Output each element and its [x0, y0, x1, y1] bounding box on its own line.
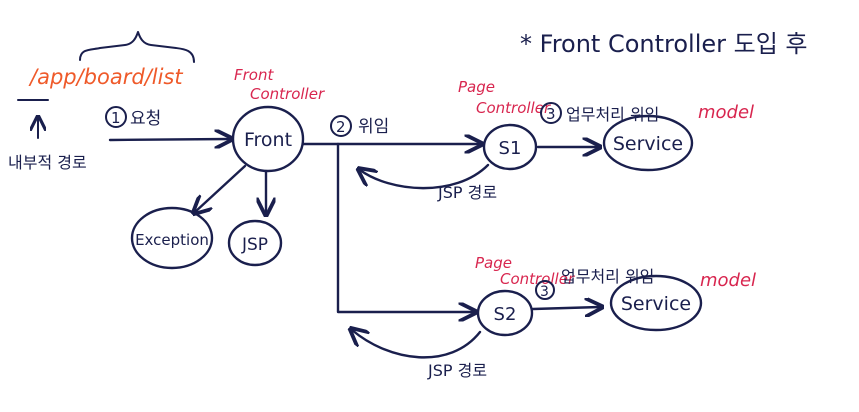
- jsp-return-arrow-2: [352, 330, 482, 359]
- step2-badge: [330, 115, 352, 137]
- jsp-path-1: JSP 경로: [437, 183, 497, 202]
- s1-node: [482, 123, 538, 171]
- jsp-return-arrow-1: [360, 163, 490, 190]
- front-to-s2-arrow: [336, 142, 474, 312]
- front-to-exception-arrow: [195, 164, 247, 212]
- step3b-number: 3: [540, 284, 549, 300]
- front-node: [231, 105, 305, 173]
- exception-node: [130, 206, 214, 270]
- page-controller-1-line2: Controller: [476, 99, 551, 117]
- front-node-label: Front: [244, 129, 292, 151]
- s2-to-service-arrow: [531, 307, 600, 309]
- url-brace: [79, 31, 195, 63]
- front-controller-label-line2: Controller: [250, 85, 325, 103]
- step2-label: 위임: [358, 117, 389, 137]
- s2-node-label: S2: [494, 304, 517, 325]
- service2-node-label: Service: [621, 293, 691, 315]
- step3a-badge: [540, 102, 562, 124]
- service1-node-label: Service: [613, 133, 683, 155]
- jsp-node: [227, 219, 283, 267]
- model2-label: model: [700, 270, 756, 291]
- s2-node: [476, 289, 534, 337]
- step1-badge: [105, 106, 127, 128]
- step3a-number: 3: [546, 105, 556, 123]
- page-controller-1-line1: Page: [458, 78, 495, 96]
- page-controller-2-line1: Page: [475, 254, 512, 272]
- step3a-label: 업무처리 위임: [566, 105, 659, 124]
- model1-label: model: [698, 102, 754, 123]
- jsp-path-2: JSP 경로: [427, 361, 487, 380]
- s1-node-label: S1: [499, 138, 522, 159]
- service2-node: [609, 274, 703, 332]
- request-arrow: [108, 139, 230, 140]
- service1-node: [602, 114, 694, 172]
- url-path: /app/board/list: [28, 65, 183, 89]
- step3b-badge: [535, 280, 555, 300]
- step1-label: 요청: [130, 109, 161, 129]
- diagram-title: * Front Controller 도입 후: [520, 30, 808, 58]
- step1-number: 1: [111, 109, 121, 127]
- jsp-node-label: JSP: [241, 235, 268, 255]
- page-controller-2-line2: Controller: [500, 270, 575, 288]
- exception-node-label: Exception: [135, 231, 209, 249]
- url-path-caption: 내부적 경로: [8, 153, 87, 172]
- step2-number: 2: [336, 118, 346, 136]
- front-controller-label-line1: Front: [234, 66, 274, 84]
